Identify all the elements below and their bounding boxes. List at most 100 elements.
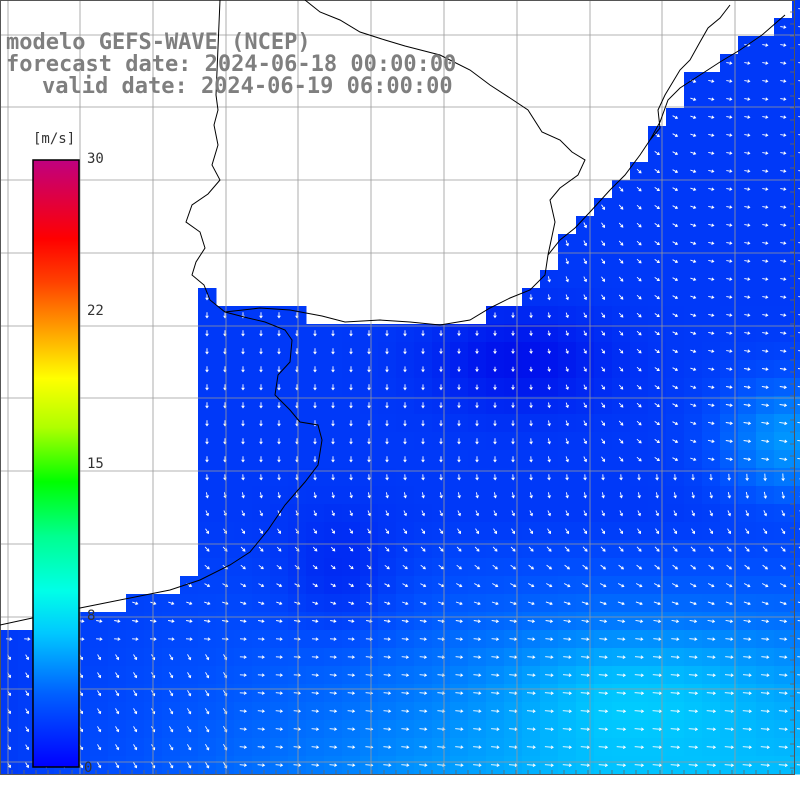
wind-arrow	[563, 619, 572, 624]
wind-arrow	[778, 763, 788, 767]
wind-arrow	[457, 474, 461, 481]
wind-arrow	[780, 277, 787, 281]
wind-arrow	[744, 546, 750, 552]
wind-arrow	[779, 457, 788, 462]
wind-arrow	[634, 673, 644, 677]
wind-arrow	[258, 601, 265, 606]
wind-arrow	[473, 691, 482, 695]
wind-arrow	[706, 745, 717, 749]
wind-arrow	[761, 385, 769, 390]
wind-arrow	[114, 619, 121, 623]
wind-arrow	[708, 564, 715, 570]
wind-arrow	[797, 601, 800, 604]
wind-arrow	[403, 528, 408, 534]
wind-arrow	[779, 583, 787, 588]
wind-arrow	[727, 528, 732, 535]
wind-arrow	[761, 601, 769, 606]
ocean-cell	[792, 198, 800, 217]
wind-arrow	[277, 384, 281, 391]
wind-arrow	[780, 115, 787, 119]
wind-arrow	[6, 637, 13, 641]
wind-arrow	[493, 474, 497, 481]
colorbar-tick-22: 22	[87, 303, 104, 319]
wind-arrow	[275, 673, 284, 677]
wind-arrow	[205, 294, 209, 301]
wind-arrow	[583, 528, 588, 535]
wind-arrow	[259, 528, 264, 534]
wind-arrow	[725, 439, 733, 444]
wind-arrow	[690, 421, 697, 426]
wind-arrow	[222, 619, 229, 623]
wind-arrow	[258, 583, 265, 588]
wind-arrow	[565, 510, 570, 517]
wind-arrow	[331, 384, 335, 391]
wind-arrow	[797, 583, 800, 585]
wind-arrow	[760, 727, 770, 731]
wind-arrow	[565, 330, 569, 337]
wind-arrow	[457, 384, 461, 391]
wind-arrow	[421, 348, 425, 355]
wind-arrow	[239, 691, 248, 695]
wind-arrow	[652, 655, 662, 659]
wind-arrow	[259, 438, 263, 445]
wind-arrow	[725, 601, 733, 606]
wind-arrow	[598, 673, 609, 677]
wind-arrow	[348, 619, 355, 623]
valid-date: valid date: 2024-06-19 06:00:00	[42, 74, 453, 99]
wind-arrow	[654, 277, 660, 282]
wind-arrow	[421, 492, 425, 499]
wind-arrow	[581, 637, 590, 641]
wind-arrow	[763, 491, 768, 499]
wind-arrow	[562, 763, 572, 767]
wind-arrow	[439, 330, 443, 337]
wind-arrow	[744, 367, 751, 371]
wind-arrow	[293, 673, 302, 677]
wind-arrow	[473, 727, 482, 731]
wind-arrow	[475, 330, 479, 337]
wind-arrow	[455, 709, 464, 713]
wind-arrow	[565, 474, 569, 481]
wind-arrow	[186, 601, 193, 606]
wind-arrow	[673, 492, 677, 499]
wind-arrow	[115, 654, 120, 661]
wind-arrow	[672, 205, 679, 210]
wind-arrow	[708, 187, 715, 191]
wind-arrow	[580, 709, 591, 713]
wind-arrow	[383, 745, 392, 749]
wind-arrow	[743, 637, 752, 641]
wind-arrow	[798, 206, 800, 208]
wind-arrow	[385, 330, 389, 337]
wind-arrow	[634, 709, 645, 713]
wind-arrow	[780, 43, 787, 47]
wind-arrow	[257, 763, 266, 767]
wind-arrow	[726, 241, 733, 245]
wind-arrow	[583, 222, 588, 229]
wind-arrow	[762, 564, 769, 570]
wind-arrow	[475, 528, 480, 535]
wind-arrow	[636, 240, 642, 246]
wind-arrow	[457, 510, 462, 517]
wind-arrow	[114, 637, 121, 641]
wind-arrow	[367, 492, 371, 499]
wind-arrow	[240, 619, 247, 623]
wind-arrow	[241, 510, 246, 517]
wind-arrow	[708, 133, 715, 137]
wind-arrow	[402, 564, 408, 570]
wind-arrow	[348, 583, 354, 587]
wind-arrow	[727, 473, 731, 481]
wind-arrow	[439, 492, 443, 499]
wind-arrow	[601, 402, 605, 408]
wind-arrow	[780, 151, 787, 155]
wind-arrow	[762, 169, 769, 173]
wind-arrow	[673, 528, 678, 535]
wind-arrow	[529, 492, 533, 499]
model-title: modelo GEFS-WAVE (NCEP)	[6, 30, 311, 55]
wind-arrow	[511, 438, 515, 445]
wind-arrow	[25, 690, 30, 697]
wind-arrow	[745, 528, 750, 535]
wind-arrow	[744, 295, 751, 299]
wind-arrow	[655, 492, 659, 499]
wind-arrow	[779, 601, 787, 606]
wind-arrow	[743, 421, 752, 426]
wind-arrow	[437, 745, 446, 749]
